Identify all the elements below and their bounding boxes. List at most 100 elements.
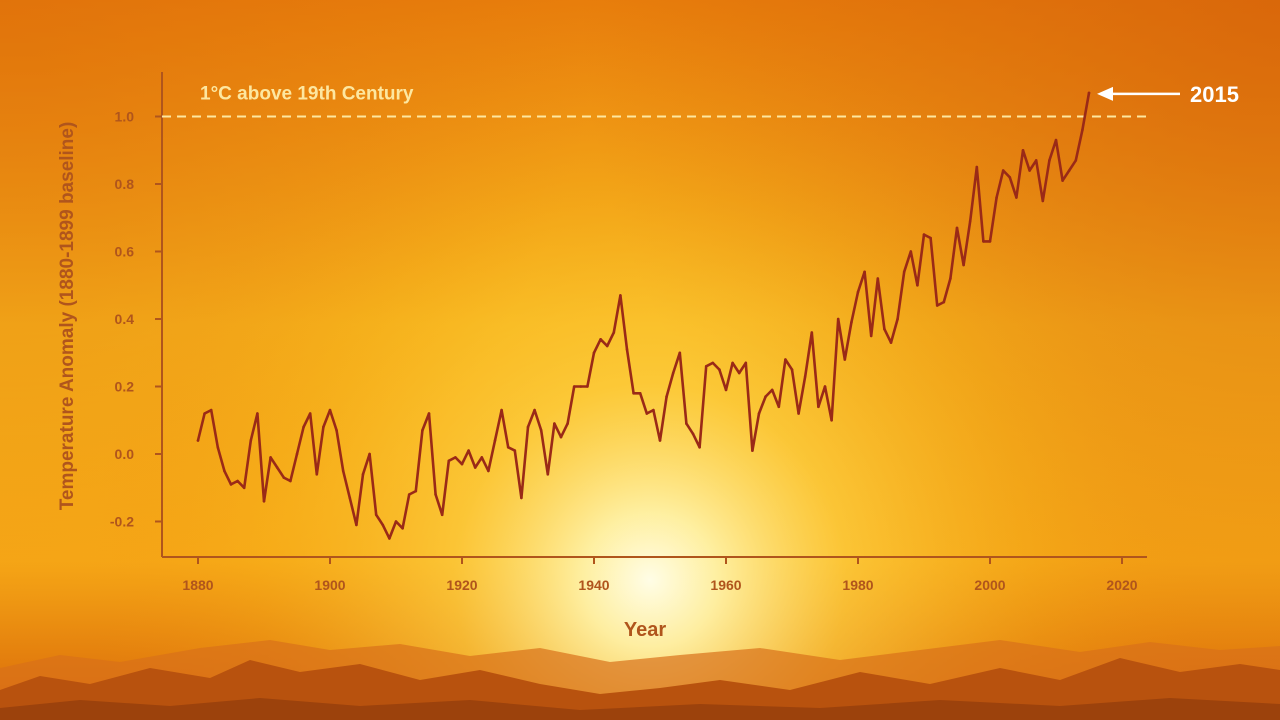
data-point [1041, 199, 1045, 203]
data-point [539, 429, 543, 432]
data-point [447, 459, 451, 463]
data-point [473, 466, 477, 469]
data-point [1081, 128, 1084, 132]
data-point [209, 408, 213, 412]
data-point [784, 358, 787, 361]
data-point [764, 395, 767, 398]
data-point [242, 486, 246, 490]
data-point [942, 300, 946, 304]
data-point [526, 425, 530, 429]
data-point [731, 361, 734, 365]
data-point [586, 385, 589, 388]
data-point [500, 408, 503, 412]
data-point [427, 412, 431, 415]
data-point [533, 408, 536, 412]
data-point [810, 331, 814, 334]
data-point [348, 496, 352, 500]
data-point [797, 412, 800, 415]
data-point [467, 449, 470, 452]
data-point [388, 537, 391, 540]
x-tick-label: 1880 [182, 577, 213, 593]
data-point [414, 489, 418, 493]
data-point [896, 317, 899, 321]
data-point [803, 375, 807, 378]
data-point [678, 351, 682, 355]
data-point [1087, 91, 1091, 95]
data-point [394, 520, 398, 523]
data-point [335, 429, 338, 432]
y-tick-label: 0.0 [115, 446, 135, 462]
data-point [619, 294, 622, 297]
data-point [790, 368, 794, 371]
data-point [579, 385, 583, 388]
data-point [566, 422, 569, 425]
data-point [368, 452, 371, 456]
data-point [374, 513, 378, 517]
data-point [691, 432, 695, 436]
data-point [295, 452, 299, 456]
data-point [361, 473, 365, 476]
data-point [724, 388, 728, 392]
data-point [1028, 169, 1031, 172]
annotation-arrowhead-icon [1097, 86, 1113, 101]
data-point [718, 368, 721, 371]
data-point [632, 392, 635, 395]
data-point [460, 462, 464, 466]
data-point [1048, 159, 1051, 162]
data-point [1015, 196, 1018, 199]
data-point [421, 429, 424, 432]
data-point [315, 473, 319, 476]
data-point [671, 371, 675, 375]
data-point [599, 338, 602, 341]
series-group [196, 91, 1091, 540]
data-point [863, 270, 866, 274]
data-point [506, 446, 510, 449]
data-point [823, 385, 827, 388]
y-axis-title: Temperature Anomaly (1880-1899 baseline) [57, 122, 78, 511]
data-point [711, 361, 715, 365]
data-point [480, 456, 484, 459]
data-point [302, 425, 305, 429]
data-point [262, 500, 266, 503]
x-tick-label: 2000 [974, 577, 1005, 593]
data-point [982, 240, 985, 243]
data-point [592, 351, 596, 355]
data-point [1074, 159, 1078, 162]
data-point [737, 371, 741, 375]
data-point [949, 277, 952, 280]
data-point [407, 493, 411, 496]
data-point [836, 317, 840, 321]
data-point [889, 341, 893, 344]
data-point [322, 425, 325, 429]
data-point [995, 196, 998, 199]
axes [161, 72, 1147, 558]
data-point [341, 469, 345, 473]
reference-line-group: 1°C above 19th Century [162, 84, 1147, 118]
y-tick-label: 0.6 [115, 244, 135, 260]
data-point [1054, 138, 1058, 142]
data-point [902, 270, 906, 274]
data-point [454, 456, 457, 459]
data-point [275, 466, 279, 469]
data-point [658, 439, 662, 442]
data-point [269, 456, 272, 459]
data-point [625, 348, 629, 351]
data-point [256, 412, 259, 415]
data-point [328, 408, 332, 412]
data-point [289, 479, 292, 483]
data-point [704, 365, 708, 368]
annotation-group: 2015 [1097, 82, 1239, 107]
data-point [520, 496, 523, 500]
data-point [401, 527, 404, 530]
data-point [355, 523, 358, 527]
data-point [975, 165, 979, 169]
x-tick-label: 1960 [710, 577, 741, 593]
data-point [652, 408, 655, 412]
data-point [817, 405, 820, 409]
data-point [572, 385, 576, 388]
data-point [685, 422, 688, 425]
data-point [968, 219, 972, 223]
foreground-ridge [0, 698, 1280, 720]
